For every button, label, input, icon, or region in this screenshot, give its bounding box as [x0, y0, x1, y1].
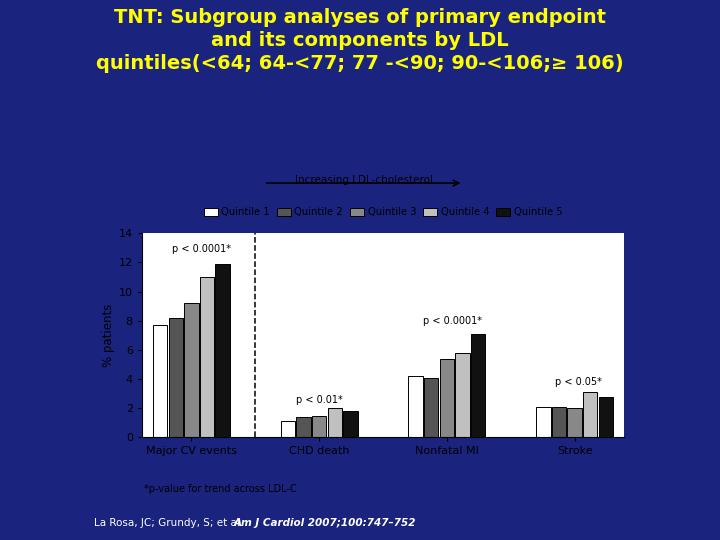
Bar [567, 408, 582, 437]
Bar [408, 376, 423, 437]
Y-axis label: % patients: % patients [102, 303, 114, 367]
Bar [343, 411, 358, 437]
Bar [281, 421, 295, 437]
Bar [424, 377, 438, 437]
Text: p < 0.0001*: p < 0.0001* [172, 245, 231, 254]
Bar [471, 334, 485, 437]
Bar [455, 353, 469, 437]
Bar [184, 303, 199, 437]
Text: La Rosa, JC; Grundy, S; et al.: La Rosa, JC; Grundy, S; et al. [94, 518, 249, 528]
Bar [552, 407, 566, 437]
Bar [153, 325, 167, 437]
Bar [215, 264, 230, 437]
Text: TNT: Subgroup analyses of primary endpoint
and its components by LDL
quintiles(<: TNT: Subgroup analyses of primary endpoi… [96, 8, 624, 72]
Bar [583, 392, 598, 437]
Bar [200, 277, 215, 437]
Bar [312, 416, 326, 437]
Bar [599, 396, 613, 437]
Text: Increasing LDL-cholesterol: Increasing LDL-cholesterol [294, 175, 433, 185]
Bar [168, 318, 183, 437]
Bar [536, 407, 551, 437]
Text: p < 0.01*: p < 0.01* [296, 395, 343, 404]
Text: Am J Cardiol 2007;100:747–752: Am J Cardiol 2007;100:747–752 [234, 518, 416, 528]
Legend: Quintile 1, Quintile 2, Quintile 3, Quintile 4, Quintile 5: Quintile 1, Quintile 2, Quintile 3, Quin… [200, 203, 566, 221]
Bar [297, 417, 311, 437]
Bar [440, 359, 454, 437]
Bar [328, 408, 342, 437]
Text: *p-value for trend across LDL-C: *p-value for trend across LDL-C [145, 484, 297, 494]
Text: p < 0.0001*: p < 0.0001* [423, 316, 482, 326]
Text: p < 0.05*: p < 0.05* [555, 377, 602, 387]
